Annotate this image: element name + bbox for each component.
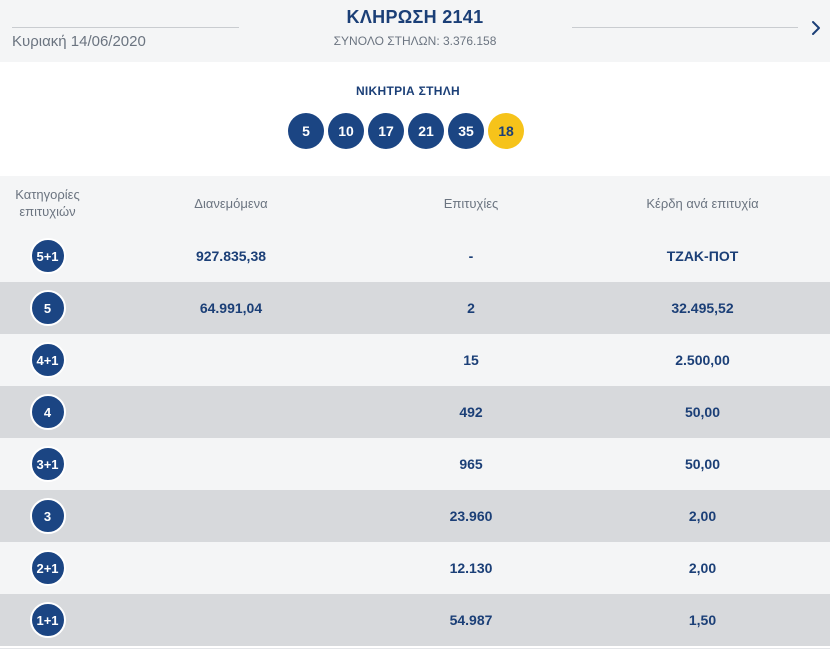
table-row: 5 64.991,04 2 32.495,52 [0, 282, 830, 334]
winners-cell: 492 [459, 404, 483, 420]
category-cell: 4 [0, 386, 95, 438]
winners-cell: 2 [467, 300, 475, 316]
number-ball: 17 [368, 113, 404, 149]
distributed-cell [95, 438, 367, 490]
results-table-header: Κατηγορίες επιτυχιών Διανεμόμενα Επιτυχί… [0, 176, 830, 230]
table-row: 3 23.960 2,00 [0, 490, 830, 542]
winners-cell: 54.987 [449, 612, 493, 628]
winners-cell: 965 [459, 456, 483, 472]
header-prize: Κέρδη ανά επιτυχία [646, 195, 759, 211]
distributed-cell [95, 386, 367, 438]
category-badge: 5+1 [29, 238, 66, 274]
category-badge: 5 [29, 290, 66, 326]
prize-cell: 32.495,52 [671, 300, 734, 316]
winners-cell: 15 [463, 352, 479, 368]
winning-numbers: 5 10 17 21 35 18 [288, 113, 524, 149]
table-row: 4 492 50,00 [0, 386, 830, 438]
header-winners: Επιτυχίες [443, 195, 499, 211]
distributed-cell [95, 334, 367, 386]
header-category: Κατηγορίες επιτυχιών [15, 187, 80, 219]
category-badge: 4+1 [29, 342, 66, 378]
table-row: 1+1 54.987 1,50 [0, 594, 830, 646]
category-badge: 4 [29, 394, 66, 430]
winners-cell: 23.960 [449, 508, 493, 524]
draw-header: Κυριακή 14/06/2020 ΚΛΗΡΩΣΗ 2141 ΣΥΝΟΛΟ Σ… [0, 0, 830, 62]
total-columns: ΣΥΝΟΛΟ ΣΤΗΛΩΝ: 3.376.158 [333, 34, 497, 48]
prize-cell: 2,00 [688, 560, 717, 576]
table-row: 5+1 927.835,38 - ΤΖΑΚ-ΠΟΤ [0, 230, 830, 282]
winners-cell: 12.130 [449, 560, 493, 576]
chevron-right-icon [812, 21, 820, 35]
winning-column-label: ΝΙΚΗΤΡΙΑ ΣΤΗΛΗ [355, 84, 461, 98]
header-distributed: Διανεμόμενα [194, 195, 268, 211]
prize-cell: 50,00 [684, 404, 721, 420]
next-draw-button[interactable] [806, 16, 826, 40]
category-badge: 2+1 [29, 550, 66, 586]
table-row: 2+1 12.130 2,00 [0, 542, 830, 594]
prize-cell: 2,00 [688, 508, 717, 524]
category-cell: 2+1 [0, 542, 95, 594]
distributed-cell: 64.991,04 [199, 300, 263, 316]
table-row: 4+1 15 2.500,00 [0, 334, 830, 386]
number-ball: 21 [408, 113, 444, 149]
category-cell: 1+1 [0, 594, 95, 646]
joker-ball: 18 [488, 113, 524, 149]
category-badge: 3 [29, 498, 66, 534]
category-cell: 5 [0, 282, 95, 334]
footer-divider [0, 648, 830, 649]
draw-title: ΚΛΗΡΩΣΗ 2141 [346, 7, 484, 27]
distributed-cell: 927.835,38 [195, 248, 267, 264]
header-divider-right [572, 27, 798, 28]
number-ball: 10 [328, 113, 364, 149]
number-ball: 5 [288, 113, 324, 149]
distributed-cell [95, 490, 367, 542]
category-cell: 3 [0, 490, 95, 542]
prize-cell: 2.500,00 [675, 352, 730, 368]
category-cell: 3+1 [0, 438, 95, 490]
prize-cell: 50,00 [684, 456, 721, 472]
category-badge: 3+1 [29, 446, 66, 482]
category-cell: 5+1 [0, 230, 95, 282]
draw-date: Κυριακή 14/06/2020 [12, 33, 146, 50]
winners-cell: - [468, 248, 474, 264]
number-ball: 35 [448, 113, 484, 149]
prize-cell: 1,50 [688, 612, 717, 628]
distributed-cell [95, 542, 367, 594]
header-divider-left [12, 27, 239, 28]
table-row: 3+1 965 50,00 [0, 438, 830, 490]
distributed-cell [95, 594, 367, 646]
prize-cell: ΤΖΑΚ-ΠΟΤ [666, 248, 739, 264]
category-cell: 4+1 [0, 334, 95, 386]
category-badge: 1+1 [29, 602, 66, 638]
